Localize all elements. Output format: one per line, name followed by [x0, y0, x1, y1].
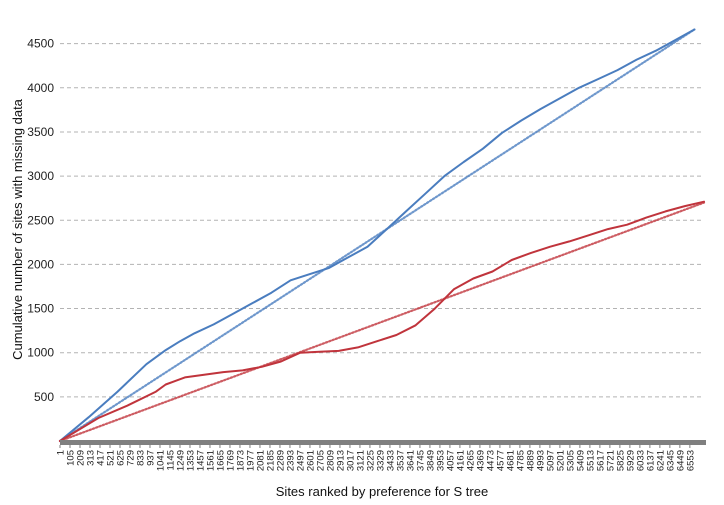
trend-line [58, 201, 706, 443]
y-tick-label: 2000 [27, 257, 54, 271]
x-tick-labels: 1105209313417521625729833937104111451249… [56, 445, 696, 471]
y-tick-label: 3000 [27, 169, 54, 183]
x-tick-label: 5201 [555, 450, 566, 471]
x-tick-label: 521 [105, 450, 116, 466]
x-tick-label: 1977 [245, 450, 256, 471]
x-tick-label: 4057 [445, 450, 456, 471]
x-tick-label: 1769 [225, 450, 236, 471]
x-tick-label: 3329 [375, 450, 386, 471]
y-tick-label: 4000 [27, 81, 54, 95]
x-tick-label: 4473 [485, 450, 496, 471]
x-tick-label: 4889 [525, 450, 536, 471]
x-axis-line [60, 440, 706, 445]
x-tick-label: 6345 [665, 450, 676, 471]
y-tick-label: 2500 [27, 213, 54, 227]
x-tick-label: 4785 [515, 450, 526, 471]
x-tick-label: 729 [125, 450, 136, 466]
y-tick-label: 500 [34, 390, 54, 404]
y-tick-label: 3500 [27, 125, 54, 139]
x-tick-label: 105 [65, 450, 76, 466]
x-tick-label: 1249 [175, 450, 186, 471]
x-tick-label: 4265 [465, 450, 476, 471]
trend-line [58, 28, 696, 443]
x-tick-label: 3953 [435, 450, 446, 471]
x-tick-label: 6137 [645, 450, 656, 471]
x-tick-label: 1353 [185, 450, 196, 471]
x-tick-label: 5825 [615, 450, 626, 471]
series-lines [58, 28, 706, 443]
y-tick-label: 4500 [27, 37, 54, 51]
x-tick-label: 4993 [535, 450, 546, 471]
x-tick-label: 3641 [405, 450, 416, 471]
x-tick-label: 6449 [675, 450, 686, 471]
y-axis-title: Cumulative number of sites with missing … [10, 98, 25, 360]
x-tick-label: 1041 [155, 450, 166, 471]
x-tick-label: 5409 [575, 450, 586, 471]
x-tick-label: 3433 [385, 450, 396, 471]
x-tick-label: 5097 [545, 450, 556, 471]
x-tick-label: 4369 [475, 450, 486, 471]
x-tick-label: 3537 [395, 450, 406, 471]
y-tick-label: 1000 [27, 346, 54, 360]
x-tick-label: 1457 [195, 450, 206, 471]
x-tick-label: 417 [95, 450, 106, 466]
y-tick-labels: 500 1000 1500 2000 2500 3000 3500 4000 4500 [27, 37, 54, 404]
x-tick-label: 833 [135, 450, 146, 466]
x-axis-title: Sites ranked by preference for S tree [276, 484, 488, 499]
x-tick-label: 937 [145, 450, 156, 466]
x-tick-label: 2705 [315, 450, 326, 471]
x-tick-label: 4681 [505, 450, 516, 471]
grid-lines [60, 43, 704, 398]
x-tick-label: 2393 [285, 450, 296, 471]
x-axis [60, 440, 706, 445]
x-tick-label: 5513 [585, 450, 596, 471]
x-tick-label: 2289 [275, 450, 286, 471]
x-tick-label: 1873 [235, 450, 246, 471]
x-tick-label: 5929 [625, 450, 636, 471]
x-tick-label: 2601 [305, 450, 316, 471]
x-tick-label: 313 [85, 450, 96, 466]
x-tick-label: 5617 [595, 450, 606, 471]
x-tick-label: 3745 [415, 450, 426, 471]
x-tick-label: 4161 [455, 450, 466, 471]
x-tick-label: 3849 [425, 450, 436, 471]
x-tick-label: 5305 [565, 450, 576, 471]
x-tick-label: 625 [115, 450, 126, 466]
x-tick-label: 209 [75, 450, 86, 466]
x-tick-label: 3017 [345, 450, 356, 471]
series-line [59, 200, 705, 442]
x-tick-label: 4577 [495, 450, 506, 471]
x-tick-label: 2081 [255, 450, 266, 471]
x-tick-label: 3121 [355, 450, 366, 471]
x-tick-label: 6033 [635, 450, 646, 471]
x-tick-label: 3225 [365, 450, 376, 471]
x-tick-label: 1561 [205, 450, 216, 471]
x-tick-label: 2809 [325, 450, 336, 471]
x-tick-label: 6241 [655, 450, 666, 471]
x-tick-label: 2185 [265, 450, 276, 471]
x-tick-label: 1145 [165, 450, 176, 470]
x-tick-label: 1 [56, 450, 67, 455]
x-tick-label: 1665 [215, 450, 226, 471]
x-tick-label: 2497 [295, 450, 306, 471]
x-tick-label: 6553 [685, 450, 696, 471]
x-tick-label: 5721 [605, 450, 616, 471]
y-tick-label: 1500 [27, 302, 54, 316]
x-tick-label: 2913 [335, 450, 346, 471]
